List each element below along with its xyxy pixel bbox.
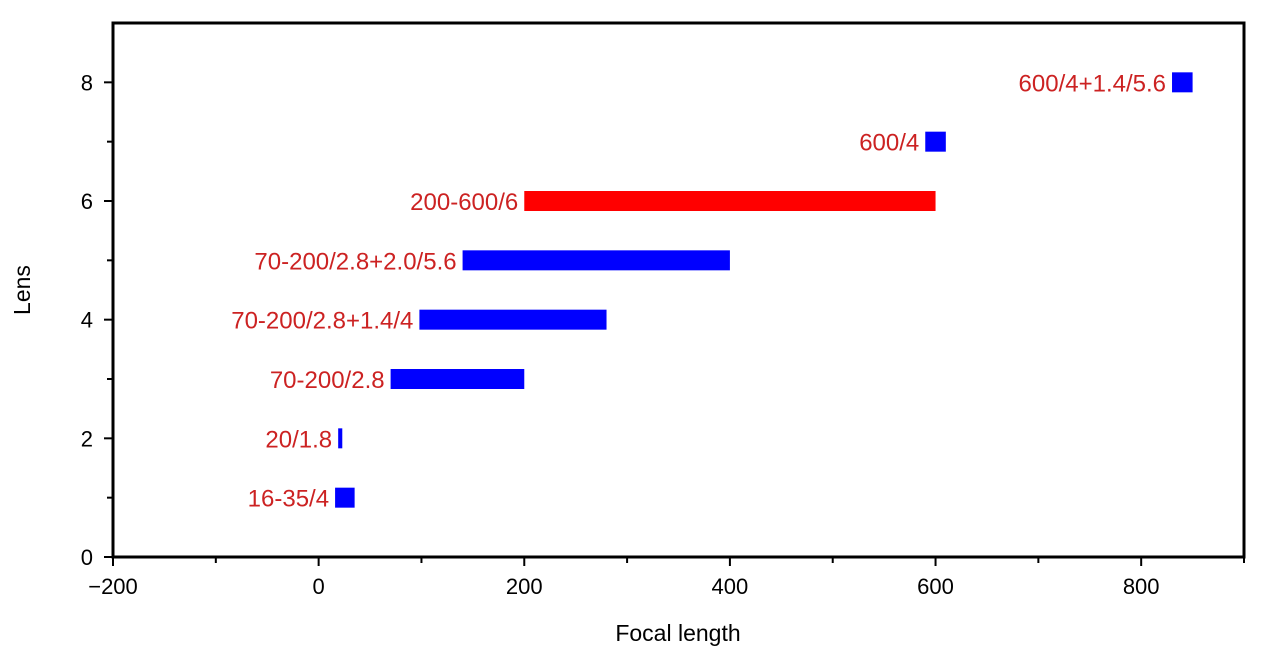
x-tick-label: 600 [917, 574, 954, 599]
bar-label: 600/4 [859, 130, 919, 157]
bar-label: 200-600/6 [410, 189, 518, 216]
x-tick-label: 0 [313, 574, 325, 599]
y-tick-label: 8 [81, 70, 93, 95]
x-axis: −200 0 200 400 600 800 [88, 557, 1245, 599]
lens-bar [338, 428, 343, 449]
y-axis-label: Lens [9, 265, 35, 315]
plot-frame [111, 21, 1246, 559]
lens-bar [390, 369, 525, 389]
y-tick-label: 2 [81, 426, 93, 451]
bar-label: 16-35/4 [248, 486, 329, 513]
bar-label: 70-200/2.8+1.4/4 [231, 308, 413, 335]
y-tick-label: 0 [81, 545, 93, 570]
bar-label: 70-200/2.8 [270, 367, 385, 394]
x-tick-label: 800 [1123, 574, 1160, 599]
lens-bar [925, 131, 946, 152]
lens-bar [462, 250, 730, 271]
y-tick-label: 4 [81, 308, 93, 333]
lens-bar [419, 309, 607, 330]
y-tick-label: 6 [81, 189, 93, 214]
lens-bar [1172, 72, 1193, 93]
x-tick-label: 400 [712, 574, 749, 599]
x-tick-label: 200 [506, 574, 543, 599]
bar-label: 20/1.8 [265, 426, 332, 453]
x-axis-label: Focal length [615, 620, 740, 646]
bar-label: 70-200/2.8+2.0/5.6 [254, 248, 456, 275]
bar-label: 600/4+1.4/5.6 [1019, 70, 1166, 97]
lens-bar [335, 487, 355, 508]
lens-bar [524, 191, 936, 211]
x-tick-label: −200 [88, 574, 138, 599]
y-axis: 0 2 4 6 8 [81, 70, 113, 570]
bar-series: 16-35/4 20/1.8 70-200/2.8 70-200/2.8+1.4/4 7… [231, 70, 1193, 513]
